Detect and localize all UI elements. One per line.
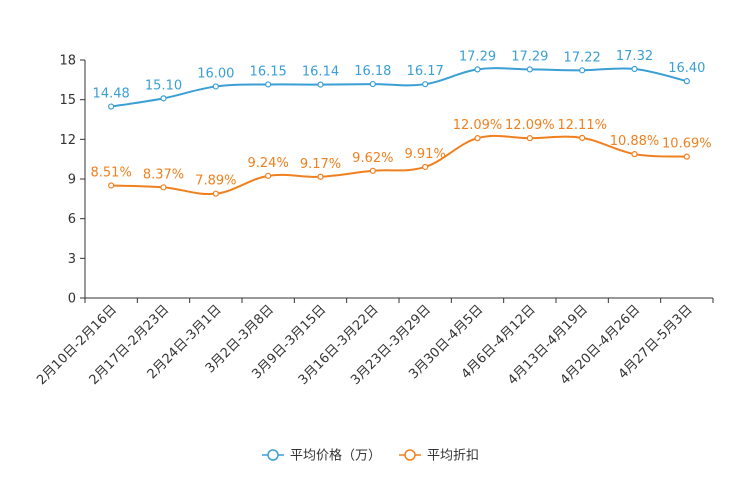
series-2-point <box>422 163 429 171</box>
series-2-data-label: 12.11% <box>557 118 607 133</box>
series-2-data-label: 12.09% <box>505 118 555 133</box>
legend-label: 平均折扣 <box>427 449 479 464</box>
y-tick-label: 6 <box>68 212 76 227</box>
series-2-point <box>108 182 115 189</box>
series-1-point <box>631 65 638 73</box>
series-2-data-label: 8.37% <box>143 167 184 182</box>
series-2-point <box>212 190 219 197</box>
y-tick-label: 0 <box>68 292 76 307</box>
series-1-point <box>212 83 219 90</box>
legend-item-2[interactable]: 平均折扣 <box>399 449 479 464</box>
series-line-1 <box>111 67 688 108</box>
series-2-point <box>317 173 324 180</box>
series-1-point <box>422 81 429 88</box>
series-2-data-label: 9.62% <box>352 151 393 166</box>
series-2-data-label: 9.17% <box>300 157 341 172</box>
series-2-point <box>160 184 167 191</box>
series-1-point <box>526 66 533 73</box>
legend-swatch-marker <box>267 449 279 461</box>
series-1-data-label: 16.40 <box>668 61 705 76</box>
y-tick-label: 12 <box>59 133 76 148</box>
series-1-data-label: 17.32 <box>616 49 653 64</box>
series-1-point <box>369 80 376 88</box>
series-2-point <box>474 135 481 142</box>
series-1-data-label: 17.29 <box>459 49 496 64</box>
series-1-point <box>474 66 481 73</box>
series-1-data-label: 16.15 <box>250 64 287 79</box>
series-1-point <box>683 78 690 85</box>
series-1-data-label: 16.14 <box>302 65 339 80</box>
series-1-point <box>108 103 115 110</box>
series-2-data-label: 10.88% <box>610 134 660 149</box>
series-1-data-label: 17.29 <box>511 49 548 64</box>
series-1-point <box>579 67 586 74</box>
series-1-data-label: 16.17 <box>407 64 444 79</box>
series-line-2 <box>111 134 687 196</box>
series-2-point <box>369 167 376 174</box>
legend[interactable]: 平均价格（万） 平均折扣 <box>262 448 479 464</box>
series-1-point <box>160 95 167 102</box>
series-2-data-label: 7.89% <box>195 174 236 189</box>
series-2-data-label: 8.51% <box>91 165 132 180</box>
series-2-data-label: 9.91% <box>405 147 446 162</box>
legend-item-1[interactable]: 平均价格（万） <box>262 448 381 464</box>
series-2-data-label: 10.69% <box>662 137 712 152</box>
series-2-point <box>683 153 690 160</box>
series-2-point <box>526 135 533 142</box>
series-1-point <box>265 81 272 88</box>
series-2-point <box>631 151 638 158</box>
series-1-data-label: 17.22 <box>564 50 601 65</box>
series-2-point <box>579 134 586 141</box>
y-tick-label: 3 <box>68 252 76 267</box>
series-2-data-label: 9.24% <box>248 156 289 171</box>
series-1-data-label: 14.48 <box>93 87 130 102</box>
legend-label: 平均价格（万） <box>290 448 381 464</box>
y-tick-label: 15 <box>59 93 76 108</box>
y-tick-label: 9 <box>68 173 76 188</box>
series-2-data-label: 12.09% <box>453 118 503 133</box>
y-tick-label: 18 <box>59 54 76 69</box>
series-2-point <box>265 172 272 179</box>
series-1-data-label: 16.00 <box>197 66 234 81</box>
plot-area: 14.48 15.10 16.00 16.15 16.14 16.18 16.17 17.29… <box>91 49 712 197</box>
legend-swatch-marker <box>404 449 416 461</box>
series-1-data-label: 15.10 <box>145 78 182 93</box>
series-1-data-label: 16.18 <box>354 64 391 79</box>
series-1-point <box>317 81 324 88</box>
